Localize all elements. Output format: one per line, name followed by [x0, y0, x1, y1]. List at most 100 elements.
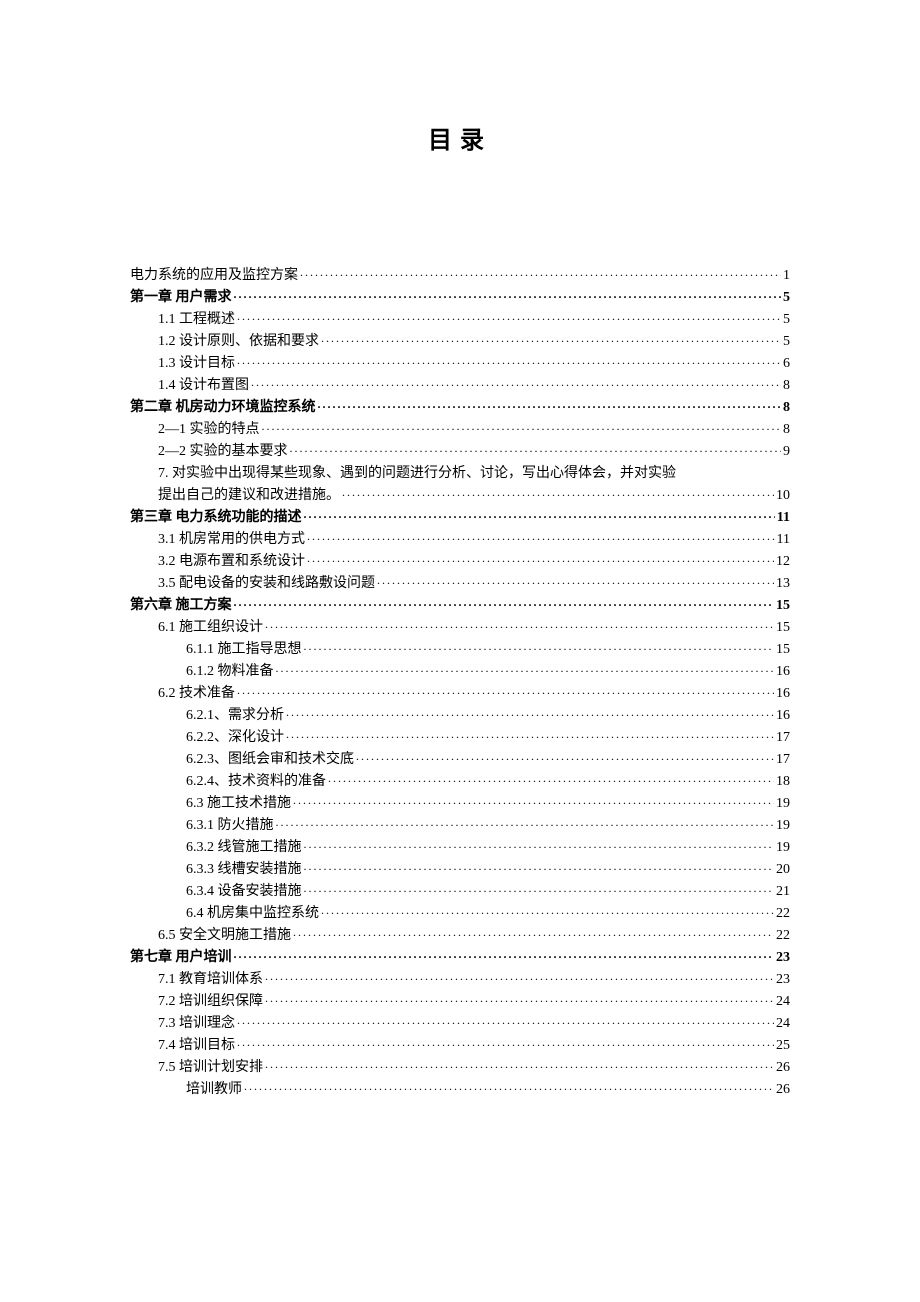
toc-entry-label: 6.1.2 物料准备: [186, 661, 274, 683]
toc-entry-leader-dots: [265, 1057, 774, 1071]
toc-entry-leader-dots: [304, 859, 775, 873]
toc-entry: 7.3 培训理念24: [130, 1013, 790, 1035]
toc-entry-page: 8: [783, 419, 790, 441]
toc-entry: 电力系统的应用及监控方案 1: [130, 265, 790, 287]
toc-entry-page: 6: [783, 353, 790, 375]
toc-list: 电力系统的应用及监控方案1第一章 用户需求51.1 工程概述51.2 设计原则、…: [130, 265, 790, 1101]
toc-entry: 3.1 机房常用的供电方式 11: [130, 529, 790, 551]
toc-entry-leader-dots: [234, 287, 782, 301]
toc-entry-leader-dots: [300, 265, 781, 279]
toc-entry: 第一章 用户需求 5: [130, 287, 790, 309]
toc-entry-label: 6.5 安全文明施工措施: [158, 925, 291, 947]
toc-entry-leader-dots: [276, 815, 775, 829]
toc-entry-label: 电力系统的应用及监控方案: [130, 265, 298, 287]
toc-entry-leader-dots: [293, 925, 774, 939]
toc-entry-page: 20: [776, 859, 790, 881]
toc-entry: 7.1 教育培训体系23: [130, 969, 790, 991]
toc-entry-page: 16: [776, 683, 790, 705]
toc-entry-page: 9: [783, 441, 790, 463]
toc-entry: 6.2.2、深化设计17: [130, 727, 790, 749]
toc-entry-page: 25: [776, 1035, 790, 1057]
toc-entry-leader-dots: [286, 727, 774, 741]
toc-entry-leader-dots: [342, 485, 774, 499]
toc-entry-page: 19: [776, 793, 790, 815]
toc-entry-label: 7.1 教育培训体系: [158, 969, 263, 991]
toc-entry-page: 11: [777, 507, 790, 529]
toc-entry-label: 2—1 实验的特点: [158, 419, 260, 441]
toc-entry: 6.3.1 防火措施 19: [130, 815, 790, 837]
toc-title: 目录: [130, 120, 790, 155]
toc-entry: 6.3.4 设备安装措施21: [130, 881, 790, 903]
toc-entry-label: 6.1.1 施工指导思想: [186, 639, 302, 661]
toc-entry-label: 第二章 机房动力环境监控系统: [130, 397, 316, 419]
toc-entry-leader-dots: [307, 529, 775, 543]
toc-entry: 6.3 施工技术措施19: [130, 793, 790, 815]
toc-entry: 6.2.3、图纸会审和技术交底17: [130, 749, 790, 771]
toc-entry-page: 5: [783, 331, 790, 353]
toc-entry-page: 26: [776, 1079, 790, 1101]
toc-entry-label: 6.2 技术准备: [158, 683, 235, 705]
toc-entry-leader-dots: [237, 683, 774, 697]
toc-entry-label: 第六章 施工方案: [130, 595, 232, 617]
toc-entry-label: 提出自己的建议和改进措施。: [158, 485, 340, 507]
toc-entry-label: 6.3.4 设备安装措施: [186, 881, 302, 903]
toc-entry: 7.2 培训组织保障24: [130, 991, 790, 1013]
toc-entry-leader-dots: [328, 771, 774, 785]
toc-entry: 1.3 设计目标6: [130, 353, 790, 375]
toc-entry-page: 10: [776, 485, 790, 507]
toc-entry-leader-dots: [304, 881, 775, 895]
toc-entry-leader-dots: [304, 837, 775, 851]
toc-entry-leader-dots: [237, 1035, 774, 1049]
toc-entry: 6.2.4、技术资料的准备18: [130, 771, 790, 793]
toc-entry: 6.1 施工组织设计15: [130, 617, 790, 639]
toc-entry: 第七章 用户培训23: [130, 947, 790, 969]
toc-entry-label: 6.2.1、需求分析: [186, 705, 284, 727]
toc-entry: 第二章 机房动力环境监控系统 8: [130, 397, 790, 419]
toc-entry-page: 24: [776, 1013, 790, 1035]
toc-entry-page: 1: [783, 265, 790, 287]
toc-entry: 6.1.1 施工指导思想15: [130, 639, 790, 661]
toc-entry: 6.5 安全文明施工措施22: [130, 925, 790, 947]
toc-entry-leader-dots: [276, 661, 775, 675]
toc-entry-multiline-line1: 7. 对实验中出现得某些现象、遇到的问题进行分析、讨论，写出心得体会，并对实验: [130, 463, 790, 485]
toc-entry-page: 5: [783, 287, 790, 309]
toc-entry-label: 第一章 用户需求: [130, 287, 232, 309]
toc-entry-page: 17: [776, 727, 790, 749]
toc-entry: 6.2 技术准备 16: [130, 683, 790, 705]
toc-entry-leader-dots: [321, 331, 781, 345]
toc-entry: 第三章 电力系统功能的描述 11: [130, 507, 790, 529]
toc-entry-page: 8: [783, 375, 790, 397]
toc-entry-label: 6.3.2 线管施工措施: [186, 837, 302, 859]
toc-entry-label: 6.3.1 防火措施: [186, 815, 274, 837]
toc-entry-leader-dots: [304, 639, 775, 653]
toc-entry-leader-dots: [237, 353, 781, 367]
toc-entry-label: 1.4 设计布置图: [158, 375, 249, 397]
toc-entry-label: 7.5 培训计划安排: [158, 1057, 263, 1079]
toc-entry-leader-dots: [321, 903, 774, 917]
toc-entry-label: 第三章 电力系统功能的描述: [130, 507, 302, 529]
toc-entry-page: 11: [777, 529, 790, 551]
toc-entry-page: 26: [776, 1057, 790, 1079]
toc-entry-leader-dots: [290, 441, 782, 455]
toc-entry-page: 8: [783, 397, 790, 419]
toc-entry-leader-dots: [304, 507, 775, 521]
toc-entry-label: 2—2 实验的基本要求: [158, 441, 288, 463]
toc-entry-leader-dots: [237, 1013, 774, 1027]
toc-entry-label: 6.2.3、图纸会审和技术交底: [186, 749, 354, 771]
toc-entry-leader-dots: [265, 969, 774, 983]
toc-entry-label: 6.4 机房集中监控系统: [186, 903, 319, 925]
toc-entry: 7.5 培训计划安排 26: [130, 1057, 790, 1079]
toc-entry-page: 19: [776, 815, 790, 837]
toc-entry-leader-dots: [234, 947, 775, 961]
toc-entry-label: 3.2 电源布置和系统设计: [158, 551, 305, 573]
toc-entry-leader-dots: [234, 595, 775, 609]
toc-entry-label: 7.4 培训目标: [158, 1035, 235, 1057]
toc-entry: 1.4 设计布置图 8: [130, 375, 790, 397]
toc-entry-multiline-line2: 提出自己的建议和改进措施。 10: [130, 485, 790, 507]
toc-entry-label: 3.1 机房常用的供电方式: [158, 529, 305, 551]
toc-entry-page: 24: [776, 991, 790, 1013]
toc-entry: 第六章 施工方案15: [130, 595, 790, 617]
toc-entry-page: 15: [776, 617, 790, 639]
toc-entry-label: 3.5 配电设备的安装和线路敷设问题: [158, 573, 375, 595]
toc-entry-label: 培训教师: [186, 1079, 242, 1101]
